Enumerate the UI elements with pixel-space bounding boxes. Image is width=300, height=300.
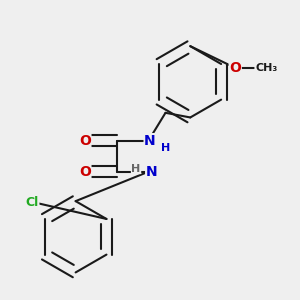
- Text: CH₃: CH₃: [255, 63, 278, 73]
- Text: Cl: Cl: [26, 196, 39, 209]
- Text: O: O: [79, 165, 91, 179]
- Text: N: N: [144, 134, 156, 148]
- Text: N: N: [146, 165, 158, 179]
- Text: H: H: [161, 142, 170, 152]
- Text: H: H: [131, 164, 141, 174]
- Text: O: O: [79, 134, 91, 148]
- Text: O: O: [229, 61, 241, 75]
